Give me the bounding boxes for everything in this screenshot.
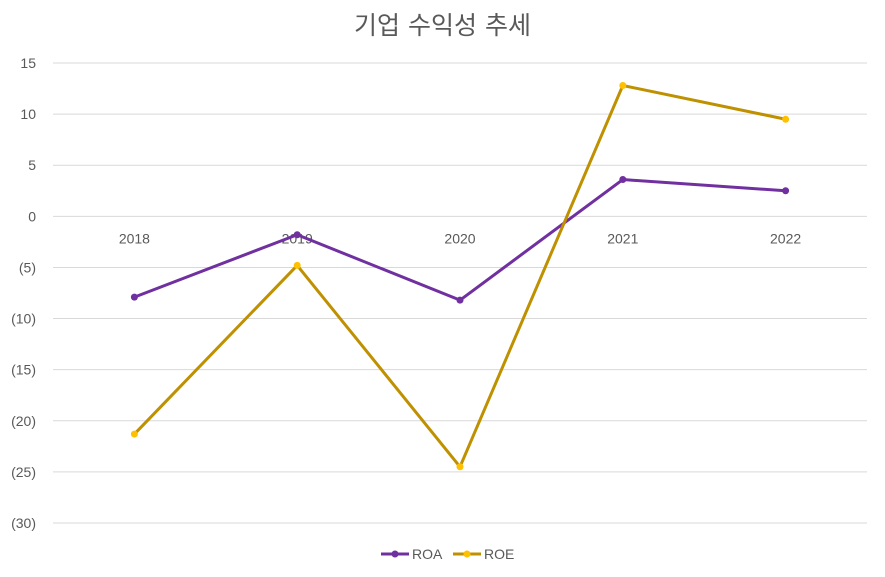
data-point-roe	[619, 81, 627, 89]
data-point-roe	[456, 463, 464, 471]
y-tick-label: 15	[20, 55, 36, 71]
series-lines	[130, 81, 790, 471]
x-tick-label: 2021	[607, 230, 638, 246]
data-point-roa	[293, 231, 301, 239]
y-tick-label: (15)	[11, 362, 36, 378]
data-point-roa	[619, 176, 627, 184]
x-tick-label: 2019	[282, 230, 313, 246]
data-point-roa	[130, 293, 138, 301]
y-tick-label: (30)	[11, 515, 36, 531]
legend-marker-roe	[463, 550, 471, 558]
data-point-roa	[782, 187, 790, 195]
legend-label-roa: ROA	[412, 546, 443, 562]
chart-title: 기업 수익성 추세	[354, 11, 531, 40]
x-tick-label: 2020	[444, 230, 475, 246]
legend: ROA ROE	[381, 546, 514, 562]
x-axis-tick-labels: 2018 2019 2020 2021 2022	[119, 230, 802, 246]
y-tick-label: (5)	[19, 259, 36, 275]
y-tick-label: (10)	[11, 311, 36, 327]
series-line-roe	[132, 83, 788, 469]
y-axis-tick-labels: 15 10 5 0 (5) (10) (15) (20) (25) (30)	[11, 55, 36, 531]
data-point-roe	[782, 115, 790, 123]
data-point-roa	[456, 296, 464, 304]
y-tick-label: 0	[28, 208, 36, 224]
x-tick-label: 2018	[119, 230, 150, 246]
gridlines	[53, 62, 867, 524]
y-tick-label: (25)	[11, 464, 36, 480]
x-tick-label: 2022	[770, 230, 801, 246]
legend-marker-roa	[391, 550, 399, 558]
y-tick-label: (20)	[11, 413, 36, 429]
data-point-roe	[293, 261, 301, 269]
y-tick-label: 10	[20, 106, 36, 122]
data-point-roe	[130, 430, 138, 438]
y-tick-label: 5	[28, 157, 36, 173]
legend-label-roe: ROE	[484, 546, 514, 562]
